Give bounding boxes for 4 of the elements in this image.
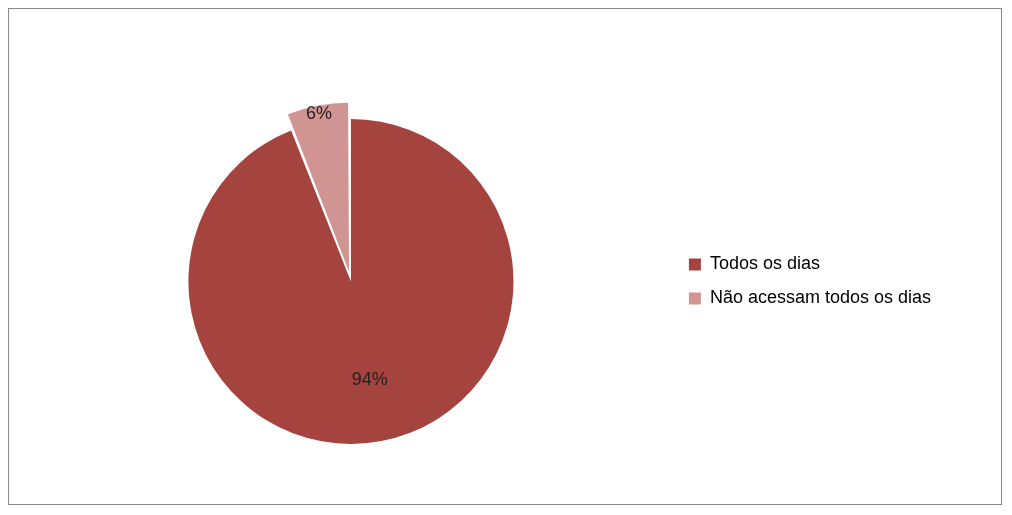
data-label: 6% <box>306 103 333 124</box>
data-label: 94% <box>351 369 388 390</box>
legend-label: Não acessam todos os dias <box>709 287 932 308</box>
legend-label: Todos os dias <box>709 253 820 274</box>
